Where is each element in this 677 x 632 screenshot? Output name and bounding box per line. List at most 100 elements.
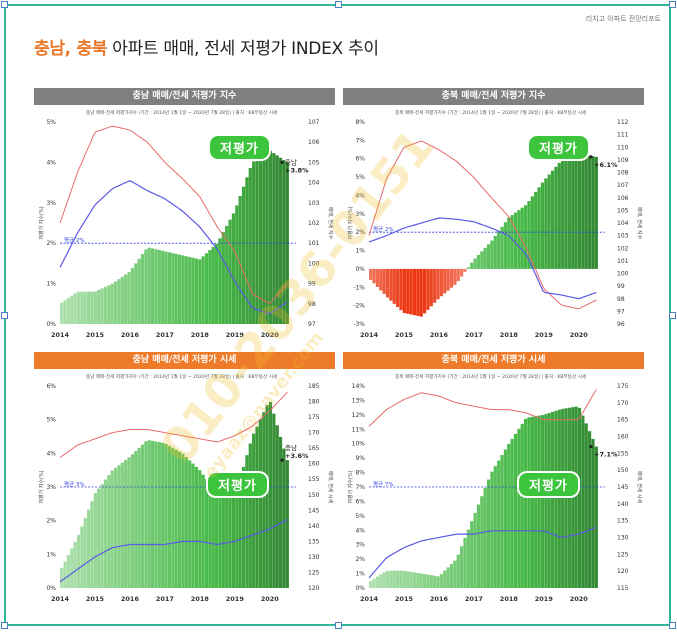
- bar: [550, 170, 555, 269]
- left-tick-label: 1%: [46, 551, 56, 558]
- resize-handle-bottom-right[interactable]: [669, 622, 676, 629]
- bar: [241, 466, 246, 588]
- resize-handle-top-right[interactable]: [669, 1, 676, 8]
- brand-label: 리치고 아파트 전망리포트: [585, 15, 661, 23]
- left-tick-label: 3%: [46, 200, 56, 207]
- right-tick-label: 105: [308, 159, 320, 166]
- panel-header: 충북 매매/전세 저평가 시세: [343, 352, 644, 369]
- bar: [577, 407, 582, 588]
- bar: [262, 412, 266, 588]
- sale-index-line: [368, 140, 597, 310]
- bar: [63, 300, 67, 324]
- bar: [537, 187, 541, 269]
- bar: [372, 578, 376, 588]
- bar: [476, 504, 481, 588]
- bar: [73, 541, 77, 588]
- bar: [241, 186, 246, 324]
- bar: [513, 433, 518, 588]
- bar: [60, 302, 64, 324]
- end-value-label: +6.1%: [594, 161, 618, 169]
- bar: [389, 268, 393, 301]
- bar: [470, 262, 474, 269]
- right-tick-label: 106: [308, 139, 320, 146]
- bar: [100, 484, 104, 588]
- jeonse-index-line: [59, 519, 288, 583]
- bar: [554, 166, 558, 269]
- bar: [66, 554, 71, 588]
- right-tick-label: 107: [308, 119, 320, 126]
- x-tick-label: 2016: [430, 595, 449, 603]
- bar: [137, 258, 141, 324]
- bar: [379, 574, 383, 588]
- resize-handle-bottom-center[interactable]: [335, 622, 342, 629]
- jeonse-index-line: [368, 217, 597, 300]
- x-tick-label: 2020: [261, 331, 280, 339]
- bar: [248, 167, 252, 324]
- bar: [544, 178, 548, 269]
- right-axis-label: 매매, 전세 지수: [327, 207, 334, 240]
- bar: [372, 268, 376, 284]
- bar: [194, 258, 198, 324]
- resize-handle-mid-left[interactable]: [1, 312, 8, 319]
- bar: [510, 438, 514, 588]
- bar: [164, 251, 168, 324]
- bar: [93, 493, 97, 588]
- undervalued-bubble: 저평가: [519, 473, 578, 496]
- bar: [275, 155, 279, 324]
- bar: [527, 417, 531, 588]
- bar: [258, 156, 262, 324]
- resize-handle-mid-right[interactable]: [669, 312, 676, 319]
- bar: [460, 268, 464, 277]
- left-axis-label: 저평가 지수(%): [347, 206, 354, 239]
- left-tick-label: -2%: [353, 303, 365, 310]
- bar: [113, 467, 118, 588]
- bar: [127, 457, 131, 588]
- bar: [70, 548, 74, 588]
- bar: [221, 494, 225, 588]
- left-tick-label: 14%: [352, 383, 366, 390]
- right-tick-label: 165: [617, 417, 629, 424]
- left-tick-label: 3%: [355, 542, 365, 549]
- bar: [439, 574, 444, 588]
- bar: [272, 153, 276, 324]
- bar: [140, 444, 145, 588]
- bar: [177, 254, 182, 324]
- average-label: 평균 3%: [64, 481, 85, 488]
- bar: [201, 256, 205, 324]
- bar: [255, 426, 259, 588]
- bar: [500, 454, 504, 588]
- left-tick-label: 1%: [355, 571, 365, 578]
- x-tick-label: 2016: [121, 595, 140, 603]
- x-tick-label: 2014: [51, 595, 70, 603]
- bar: [483, 487, 487, 588]
- bar: [537, 415, 541, 588]
- resize-handle-bottom-left[interactable]: [1, 622, 8, 629]
- right-tick-label: 108: [617, 170, 629, 177]
- bar: [564, 408, 568, 588]
- left-tick-label: 3%: [46, 484, 56, 491]
- bar: [392, 570, 396, 588]
- resize-handle-top-center[interactable]: [335, 1, 342, 8]
- right-tick-label: 125: [308, 569, 320, 576]
- bar: [460, 546, 464, 588]
- bar: [154, 249, 158, 324]
- bar: [567, 157, 571, 269]
- bar: [70, 295, 74, 324]
- average-label: 평균 7%: [373, 481, 394, 488]
- bar: [490, 240, 494, 269]
- chart-subtitle: 충남 매매-전세 저평가지수 (기간 : 2014년 1월 1일 ~ 2020년…: [86, 373, 277, 380]
- bar: [385, 268, 390, 298]
- right-tick-label: 101: [308, 240, 320, 247]
- right-axis-label: 매매, 전세 시세: [327, 471, 334, 504]
- bar: [453, 560, 457, 588]
- chart-0: 충남 매매-전세 저평가지수 (기간 : 2014년 1월 1일 ~ 2020년…: [38, 109, 334, 339]
- bar: [419, 268, 423, 317]
- right-tick-label: 150: [308, 492, 320, 499]
- bar: [147, 440, 151, 588]
- bar: [429, 268, 433, 307]
- x-tick-label: 2017: [465, 331, 483, 339]
- bar: [275, 425, 279, 588]
- bar: [265, 405, 269, 588]
- resize-handle-top-left[interactable]: [1, 1, 8, 8]
- bar: [591, 438, 595, 588]
